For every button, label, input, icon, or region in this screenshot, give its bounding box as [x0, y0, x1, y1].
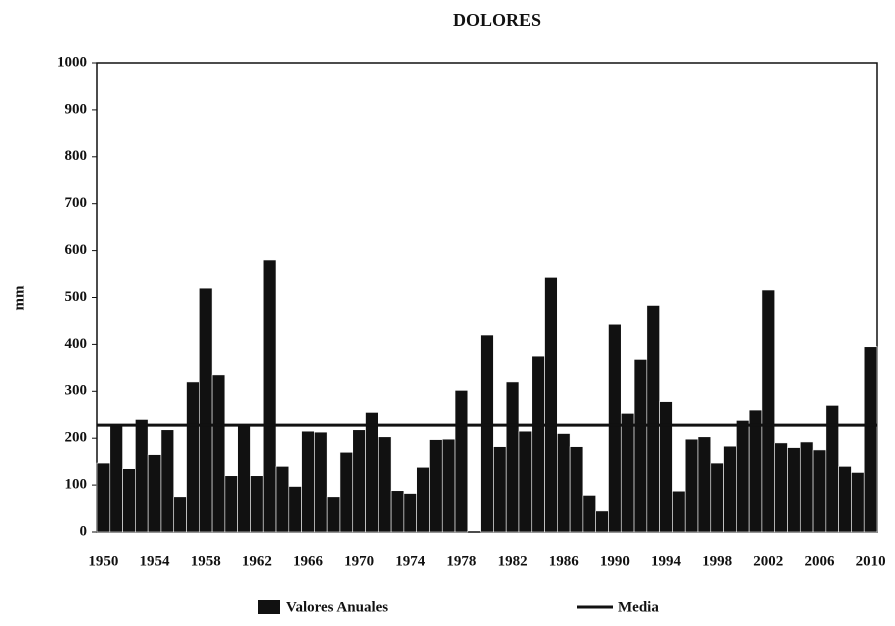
- bar: [160, 429, 175, 533]
- y-tick-label: 100: [65, 477, 88, 493]
- bar: [301, 430, 315, 533]
- bar: [454, 390, 469, 533]
- bar: [761, 289, 776, 533]
- bar: [582, 495, 596, 533]
- bar: [198, 287, 213, 533]
- bar: [237, 424, 251, 533]
- bar: [863, 346, 878, 533]
- bar: [787, 447, 801, 533]
- bar: [774, 442, 788, 533]
- chart-title: DOLORES: [453, 10, 541, 30]
- x-tick-label: 1998: [702, 553, 732, 569]
- x-tick-label: 2010: [856, 553, 886, 569]
- bar: [352, 429, 366, 533]
- bar: [135, 419, 149, 533]
- x-tick-label: 1954: [140, 553, 171, 569]
- bar: [659, 401, 673, 533]
- bar: [288, 486, 302, 533]
- x-tick-label: 2002: [753, 553, 783, 569]
- bar: [672, 490, 686, 533]
- bar: [505, 381, 520, 533]
- bar: [518, 430, 533, 533]
- bar: [250, 475, 264, 533]
- bar: [723, 445, 737, 533]
- bar: [736, 420, 750, 533]
- bar: [633, 359, 648, 533]
- bar: [147, 454, 162, 533]
- y-tick-label: 400: [65, 336, 88, 352]
- bar: [314, 431, 328, 533]
- x-tick-label: 1990: [600, 553, 630, 569]
- bar: [339, 451, 354, 533]
- x-tick-label: 1974: [395, 553, 426, 569]
- bar: [186, 381, 200, 533]
- bar: [620, 413, 635, 533]
- y-tick-label: 300: [65, 383, 88, 399]
- bar: [557, 433, 571, 533]
- bar: [275, 466, 290, 533]
- bar: [109, 424, 123, 533]
- x-tick-label: 1978: [446, 553, 476, 569]
- bar: [710, 462, 724, 533]
- x-tick-label: 1970: [344, 553, 374, 569]
- bar: [697, 436, 712, 533]
- bar: [646, 305, 660, 533]
- bar: [799, 441, 814, 533]
- bar: [569, 446, 584, 533]
- bar: [684, 438, 699, 533]
- y-tick-label: 800: [65, 148, 88, 164]
- bar: [416, 466, 430, 533]
- bar: [608, 323, 622, 533]
- x-tick-label: 1950: [88, 553, 118, 569]
- y-tick-label: 700: [65, 195, 88, 211]
- bar: [544, 277, 558, 533]
- bar: [122, 468, 136, 533]
- bar: [211, 374, 226, 533]
- y-axis-label: mm: [11, 285, 27, 310]
- bar: [173, 496, 187, 533]
- legend-label: Media: [618, 599, 659, 615]
- y-tick-label: 900: [65, 101, 88, 117]
- bar: [365, 412, 379, 533]
- legend-label: Valores Anuales: [286, 599, 388, 615]
- x-tick-label: 1986: [549, 553, 580, 569]
- x-tick-label: 2006: [804, 553, 835, 569]
- bar: [262, 259, 277, 533]
- bar: [838, 466, 852, 533]
- legend-swatch: [258, 600, 280, 614]
- bar: [326, 496, 341, 533]
- bar: [390, 490, 405, 533]
- y-tick-label: 500: [65, 289, 88, 305]
- x-tick-label: 1962: [242, 553, 272, 569]
- bar: [480, 334, 494, 533]
- y-tick-label: 200: [65, 430, 88, 446]
- bar: [96, 462, 111, 533]
- x-tick-label: 1982: [498, 553, 528, 569]
- bar: [224, 475, 238, 533]
- bar: [748, 409, 763, 533]
- y-tick-label: 600: [65, 242, 88, 258]
- bar: [812, 449, 827, 533]
- y-tick-label: 0: [80, 523, 88, 539]
- bar: [403, 493, 417, 533]
- bar: [378, 436, 392, 533]
- bar: [493, 446, 507, 533]
- y-tick-label: 1000: [57, 54, 87, 70]
- x-tick-label: 1966: [293, 553, 324, 569]
- x-tick-label: 1994: [651, 553, 682, 569]
- x-tick-label: 1958: [191, 553, 221, 569]
- bar: [441, 438, 456, 533]
- bar: [595, 510, 609, 533]
- bar: [851, 472, 865, 533]
- bar: [429, 439, 443, 533]
- bar: [531, 355, 545, 533]
